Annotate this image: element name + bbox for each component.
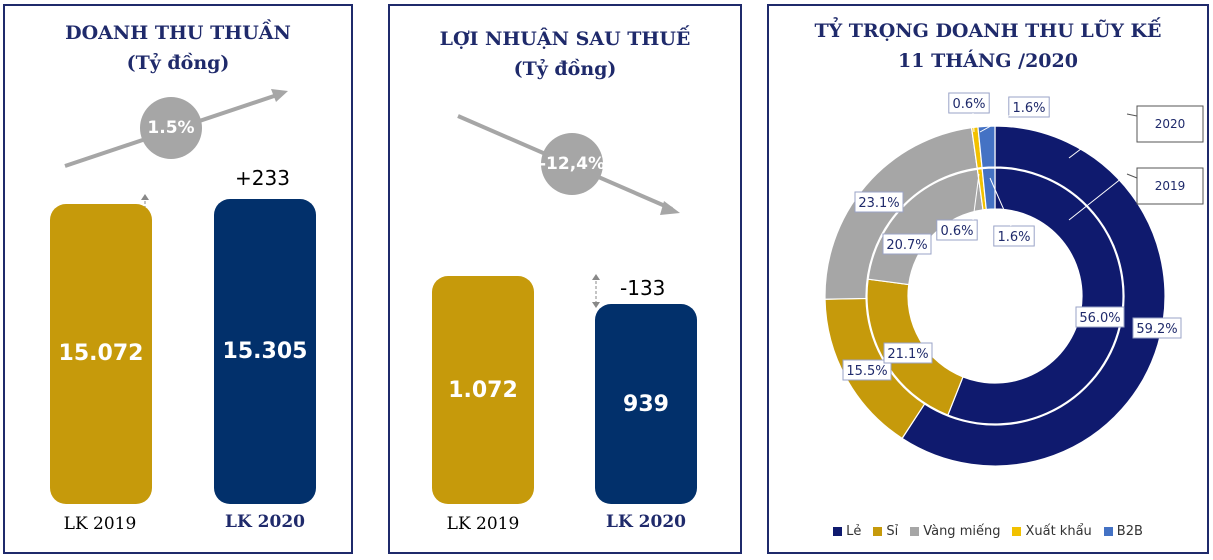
svg-text:21.1%: 21.1% xyxy=(887,347,928,362)
revenue-xlabel-2020: LK 2020 xyxy=(225,512,305,532)
legend-swatch-xuat-khau xyxy=(1012,527,1022,536)
profit-chart-title: LỢI NHUẬN SAU THUẾ (Tỷ đồng) xyxy=(439,28,691,80)
share-panel: TỶ TRỌNG DOANH THU LŨY KẾ 11 THÁNG /2020… xyxy=(767,4,1209,554)
series-callout-2020: 2020 xyxy=(1068,105,1204,159)
revenue-xlabel-2019: LK 2019 xyxy=(63,514,137,534)
svg-text:56.0%: 56.0% xyxy=(1079,311,1120,326)
data-label-2020-3: 0.6% xyxy=(948,92,990,114)
data-label-2019-4: 1.6% xyxy=(993,225,1035,247)
profit-diff-marker-bottom xyxy=(592,302,600,308)
data-label-2019-3: 0.6% xyxy=(936,219,978,241)
profit-xlabel-2019: LK 2019 xyxy=(446,514,520,534)
svg-text:2020: 2020 xyxy=(1155,117,1186,131)
revenue-bar-2020: 15.305 xyxy=(214,199,316,504)
svg-text:0.6%: 0.6% xyxy=(952,97,985,112)
profit-bar-2019: 1.072 xyxy=(432,276,534,504)
profit-growth-circle: -12,4% xyxy=(539,133,605,195)
revenue-change-label: +233 xyxy=(235,166,290,190)
svg-text:15.5%: 15.5% xyxy=(846,364,887,379)
donut-slice-2019-0 xyxy=(947,167,1124,425)
revenue-growth-circle: 1.5% xyxy=(140,97,202,159)
series-callout-2019: 2019 xyxy=(1068,167,1204,221)
svg-text:2019: 2019 xyxy=(1155,179,1186,193)
svg-text:1.6%: 1.6% xyxy=(1012,101,1045,116)
legend-label-vang-mieng: Vàng miếng xyxy=(923,524,1001,539)
legend-swatch-vang-mieng xyxy=(910,527,920,536)
legend-label-xuat-khau: Xuất khẩu xyxy=(1025,524,1092,539)
donut-slice-2020-0 xyxy=(901,125,1166,467)
data-label-2019-2: 20.7% xyxy=(882,233,932,255)
data-label-2019-0: 56.0% xyxy=(1075,306,1125,328)
legend-label-si: Sỉ xyxy=(886,524,899,539)
revenue-panel: DOANH THU THUẦN (Tỷ đồng) 1.5% +233 15.0… xyxy=(3,4,353,554)
profit-change-label: -133 xyxy=(620,276,666,300)
legend-label-b2b: B2B xyxy=(1116,524,1143,539)
profit-xlabel-2020: LK 2020 xyxy=(606,512,686,532)
profit-bar-2020: 939 xyxy=(595,304,697,504)
svg-text:0.6%: 0.6% xyxy=(940,224,973,239)
profit-diff-marker-top xyxy=(592,274,600,280)
leader-line-1 xyxy=(979,112,1015,133)
legend-item-xuat-khau: Xuất khẩu xyxy=(1012,524,1092,539)
leader-line-2 xyxy=(972,173,980,221)
svg-text:1.6%: 1.6% xyxy=(997,230,1030,245)
profit-trend-arrow-head xyxy=(660,201,680,215)
legend-item-vang-mieng: Vàng miếng xyxy=(910,524,1000,539)
revenue-chart-title: DOANH THU THUẦN (Tỷ đồng) xyxy=(65,22,291,74)
legend-label-le: Lẻ xyxy=(846,524,862,539)
legend-item-si: Sỉ xyxy=(873,524,898,539)
donut-chart: 59.2% 15.5% 23.1% 0.6% 1.6% 56.0% 21.1% 20.7% 0.… xyxy=(824,92,1204,467)
donut-slice-2019-4 xyxy=(981,167,996,211)
legend-item-b2b: B2B xyxy=(1103,524,1143,539)
svg-text:23.1%: 23.1% xyxy=(858,196,899,211)
revenue-bar-2019: 15.072 xyxy=(50,203,152,504)
legend-swatch-si xyxy=(873,527,883,536)
share-legend: Lẻ Sỉ Vàng miếng Xuất khẩu B2B xyxy=(769,524,1207,539)
svg-text:59.2%: 59.2% xyxy=(1136,322,1177,337)
legend-swatch-b2b xyxy=(1103,527,1113,536)
legend-swatch-le xyxy=(833,527,843,536)
share-chart-title: TỶ TRỌNG DOANH THU LŨY KẾ 11 THÁNG /2020 xyxy=(814,20,1162,72)
data-label-2020-0: 59.2% xyxy=(1132,317,1182,339)
revenue-trend-arrow-head xyxy=(271,89,288,102)
donut-slice-2020-4 xyxy=(977,125,996,169)
profit-panel: LỢI NHUẬN SAU THUẾ (Tỷ đồng) -12,4% -133… xyxy=(388,4,742,554)
legend-item-le: Lẻ xyxy=(833,524,861,539)
data-label-2020-1: 15.5% xyxy=(842,359,892,381)
data-label-2019-1: 21.1% xyxy=(883,342,933,364)
data-label-2020-2: 23.1% xyxy=(854,191,904,213)
svg-text:20.7%: 20.7% xyxy=(886,238,927,253)
revenue-diff-marker-top xyxy=(141,194,149,200)
leader-line-0 xyxy=(972,112,975,133)
data-label-2020-4: 1.6% xyxy=(1008,96,1050,118)
leader-line-3 xyxy=(989,177,1012,227)
